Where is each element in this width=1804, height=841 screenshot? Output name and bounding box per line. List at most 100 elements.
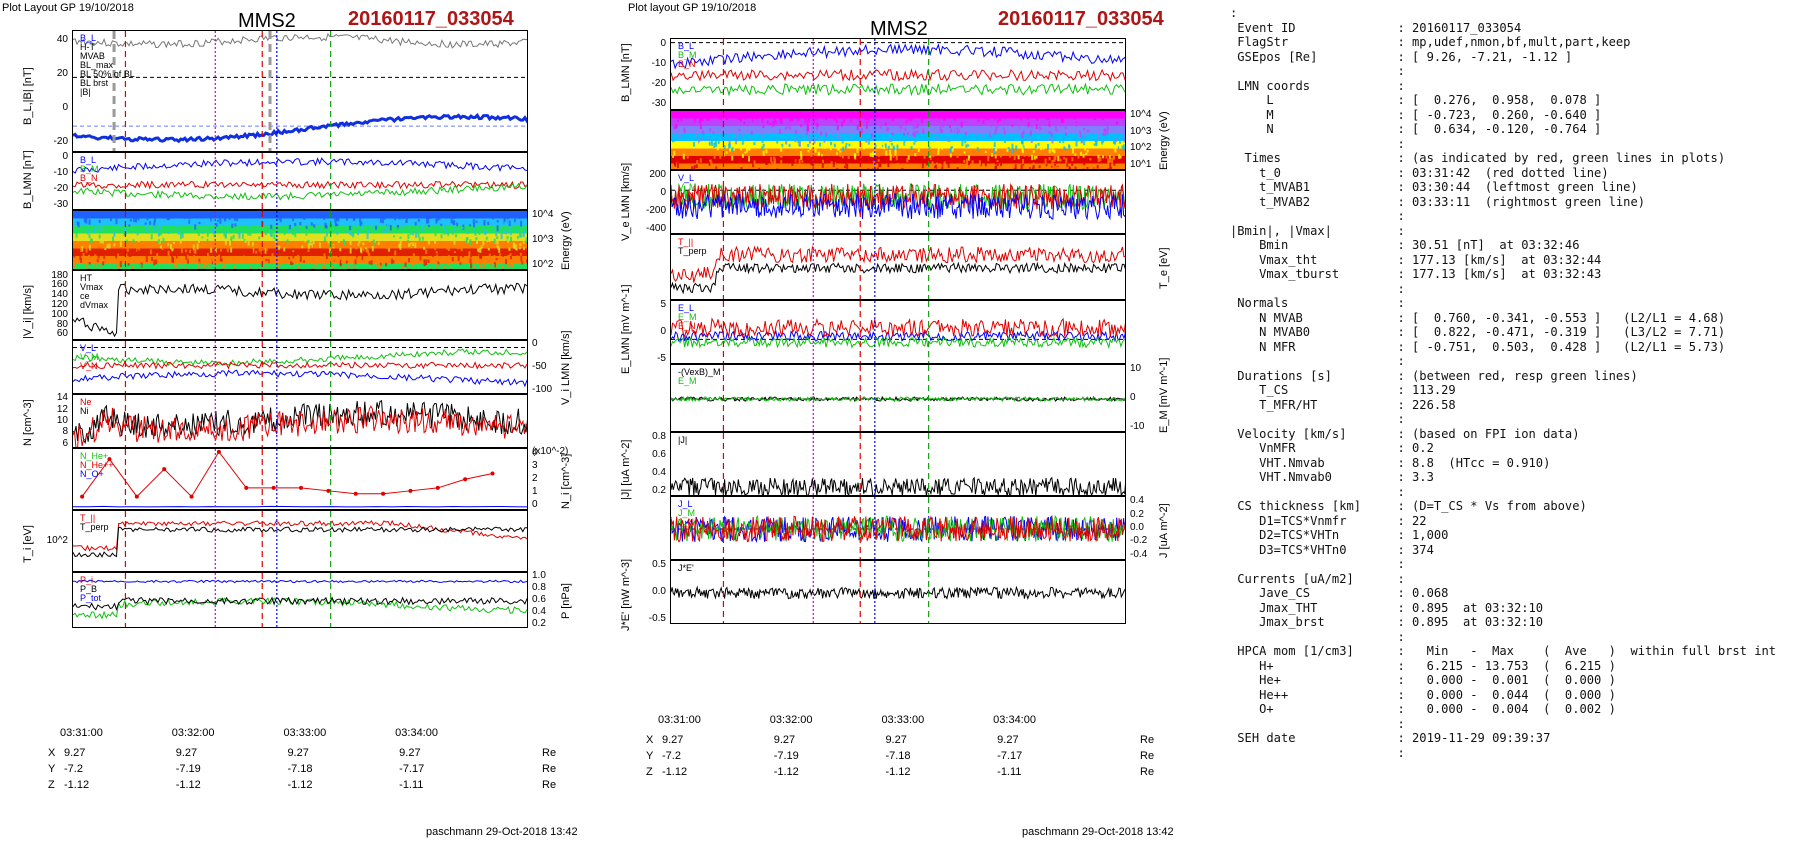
x-tick-label: 03:31:00 (60, 727, 103, 739)
y-tick-label: 1.0 (532, 570, 546, 582)
legend-entry: ce (80, 291, 90, 301)
left-plot-stack: B_L,|B| [nT] 40 20 0 -20 B_L H-T MVAB BL_max BL 5… (22, 30, 572, 718)
info-line: VHT.Nmvab0 : 3.3 (1230, 470, 1434, 484)
y-tick-label: -200 (645, 204, 666, 216)
plot-svg (73, 511, 527, 571)
legend-entry: B_M (80, 164, 99, 174)
y-tick-label: 10 (56, 415, 68, 426)
series-line (671, 585, 1125, 601)
legend-entry: HT (80, 273, 92, 283)
coord-value: 9.27 (399, 747, 421, 759)
y-tick-label: 0.2 (652, 484, 666, 496)
info-line: Vmax_tburst : 177.13 [km/s] at 03:32:43 (1230, 267, 1602, 281)
left-layout-label: Plot Layout GP 19/10/2018 (2, 2, 134, 14)
series-line (671, 336, 1125, 350)
info-line: t_MVAB1 : 03:30:44 (leftmost green line) (1230, 180, 1638, 194)
info-line: LMN coords : (1230, 78, 1405, 93)
info-line: : (1230, 281, 1405, 296)
plot-svg (671, 561, 1125, 623)
y-axis-label: V_e LMN [km/s] (620, 162, 632, 242)
y-tick-label: 4 (532, 446, 538, 458)
y-tick-label: 0.2 (1130, 508, 1144, 520)
info-line: T_MFR/HT : 226.58 (1230, 397, 1456, 412)
plot-svg (671, 111, 1125, 169)
legend-entry: J*E' (678, 563, 694, 573)
y-tick-label: 0 (1130, 392, 1136, 403)
y-tick-label: 3 (532, 459, 538, 471)
y-tick-label: 2 (532, 473, 538, 484)
y-tick-label: 10^2 (1130, 142, 1152, 154)
info-line: N MVAB0 : [ 0.822, -0.471, -0.319 ] (L3/… (1230, 325, 1726, 339)
y-tick-label: 8 (62, 426, 68, 438)
info-line: M : [ -0.723, 0.260, -0.640 ] (1230, 107, 1602, 122)
legend-entry: -(VexB)_M (678, 367, 721, 377)
legend-entry: P_B (80, 584, 98, 594)
y-tick-label: 6 (62, 437, 68, 449)
y-axis-label: B_LMN [nT] (22, 150, 34, 209)
y-tick-label: 10^3 (1130, 125, 1152, 137)
y-tick-label: 0 (660, 326, 666, 337)
series-line (73, 157, 527, 174)
info-line: Jave_CS : 0.068 (1230, 586, 1449, 600)
info-line: CS thickness [km] : (D=T_CS * Vs from ab… (1230, 499, 1587, 513)
y-axis-label: B_LMN [nT] (620, 43, 632, 102)
y-tick-label: 0 (660, 37, 666, 49)
series-line (73, 579, 527, 584)
series-line (73, 32, 527, 49)
info-line: HPCA mom [1/cm3] : Min - Max ( Ave ) wit… (1230, 644, 1777, 658)
mid-event-title: 20160117_033054 (998, 8, 1164, 30)
coord-value: -7.17 (399, 763, 425, 775)
coord-value: -1.11 (399, 779, 424, 791)
series-line (671, 317, 1125, 339)
plot-svg (73, 395, 527, 447)
series-line (73, 282, 527, 338)
x-tick-label: 03:34:00 (993, 714, 1036, 726)
plot-panel (670, 234, 1126, 300)
coord-label: Z (646, 766, 653, 778)
x-tick-label: 03:33:00 (283, 727, 327, 739)
plot-svg (671, 497, 1125, 559)
info-line: t_MVAB2 : 03:33:11 (rightmost green line… (1230, 194, 1646, 209)
info-line: N MFR : [ -0.751, 0.503, 0.428 ] (L2/L1 … (1230, 339, 1726, 354)
coord-label: X (48, 747, 56, 759)
y-tick-label: -5 (657, 352, 666, 364)
y-tick-label: 0.6 (532, 594, 546, 605)
x-tick-label: 03:31:00 (658, 714, 701, 726)
y-tick-label: -20 (53, 183, 68, 195)
legend-entry: E_M (678, 376, 697, 386)
plot-svg (73, 449, 527, 509)
plot-svg (73, 341, 527, 393)
plot-panel (670, 560, 1126, 624)
series-line (671, 82, 1125, 97)
y-tick-label: 5 (660, 299, 666, 311)
y-axis-label: T_i [eV] (22, 525, 34, 564)
coord-value: -1.12 (885, 766, 911, 778)
legend-entry: dVmax (80, 300, 109, 310)
y-tick-label: 0.8 (652, 431, 666, 443)
series-line (671, 43, 1125, 70)
info-line: VnMFR : 0.2 (1230, 441, 1434, 455)
coord-unit: Re (542, 747, 557, 759)
plot-svg (671, 365, 1125, 431)
legend-entry: V_L (678, 173, 695, 183)
coord-value: -7.18 (287, 763, 313, 775)
legend-entry: J_N (678, 517, 695, 527)
y-tick-label: -50 (532, 361, 547, 372)
series-line (73, 505, 527, 508)
info-line: D3=TCS*VHTn0 : 374 (1230, 542, 1434, 557)
series-line (671, 192, 1125, 221)
coord-unit: Re (1140, 750, 1155, 762)
legend-entry: T_|| (80, 513, 96, 523)
info-line: : (1230, 209, 1405, 223)
series-line (73, 405, 527, 447)
plot-svg (671, 433, 1125, 495)
info-line: N MVAB : [ 0.760, -0.341, -0.553 ] (L2/L… (1230, 310, 1726, 325)
plot-svg (671, 39, 1125, 109)
info-line: Bmin : 30.51 [nT] at 03:32:46 (1230, 238, 1580, 252)
y-tick-label: -10 (53, 166, 68, 178)
y-tick-label: 10^1 (1130, 159, 1152, 171)
info-line: Times : (as indicated by red, green line… (1230, 151, 1726, 165)
y-tick-label: -30 (53, 199, 68, 211)
info-line: He++ : 0.000 - 0.044 ( 0.000 ) (1230, 687, 1616, 702)
info-line: : (1230, 354, 1405, 368)
